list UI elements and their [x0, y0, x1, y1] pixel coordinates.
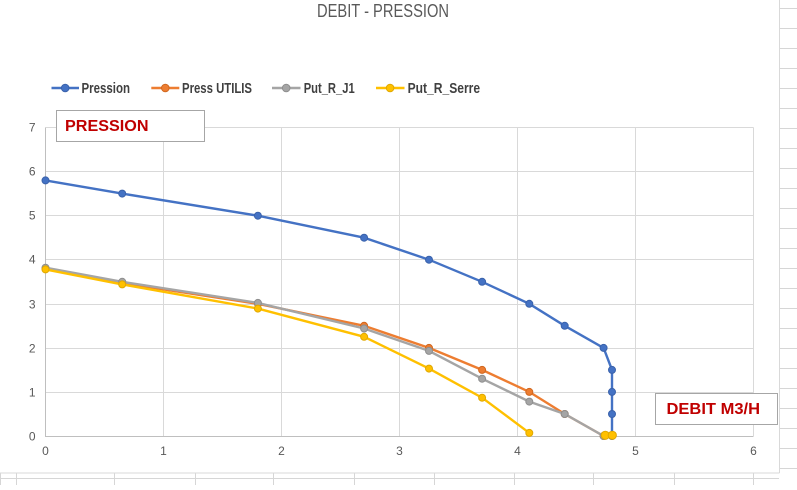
svg-text:7: 7 — [29, 121, 36, 135]
svg-text:1: 1 — [29, 386, 36, 400]
svg-text:0: 0 — [42, 444, 49, 458]
svg-text:Put_R_Serre: Put_R_Serre — [408, 81, 481, 97]
svg-text:4: 4 — [29, 253, 36, 267]
svg-text:2: 2 — [278, 444, 285, 458]
svg-text:6: 6 — [750, 444, 757, 458]
svg-text:3: 3 — [29, 298, 36, 312]
svg-text:2: 2 — [29, 342, 36, 356]
svg-text:3: 3 — [396, 444, 403, 458]
svg-text:DEBIT - PRESSION: DEBIT - PRESSION — [317, 1, 449, 21]
svg-text:4: 4 — [514, 444, 521, 458]
svg-text:PRESSION: PRESSION — [65, 118, 149, 135]
svg-text:1: 1 — [160, 444, 167, 458]
svg-text:Press UTILIS: Press UTILIS — [182, 81, 252, 97]
svg-text:Put_R_J1: Put_R_J1 — [304, 81, 355, 97]
svg-text:Pression: Pression — [82, 81, 131, 97]
svg-text:DEBIT M3/H: DEBIT M3/H — [667, 401, 761, 418]
svg-text:0: 0 — [29, 430, 36, 444]
svg-text:5: 5 — [29, 209, 36, 223]
svg-text:5: 5 — [632, 444, 639, 458]
svg-text:6: 6 — [29, 165, 36, 179]
